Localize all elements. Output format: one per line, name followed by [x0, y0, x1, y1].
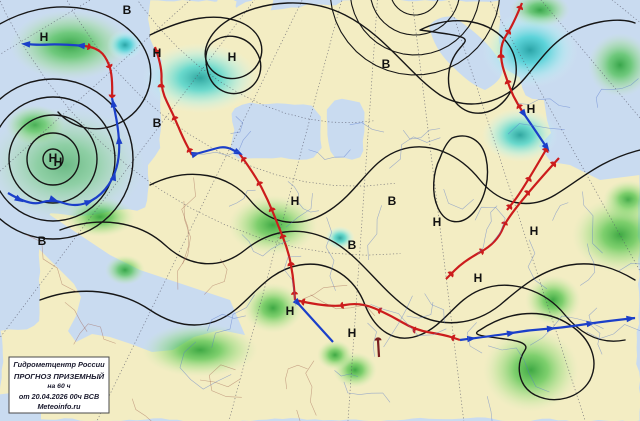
svg-text:B: B	[123, 3, 132, 17]
svg-text:H: H	[474, 271, 483, 285]
svg-text:B: B	[153, 116, 162, 130]
svg-text:H: H	[286, 304, 295, 318]
svg-text:Meteoinfo.ru: Meteoinfo.ru	[37, 402, 81, 411]
svg-text:H: H	[291, 194, 300, 208]
svg-text:B: B	[348, 238, 357, 252]
svg-text:ПРОГНОЗ ПРИЗЕМНЫЙ: ПРОГНОЗ ПРИЗЕМНЫЙ	[14, 372, 105, 381]
svg-text:от 20.04.2026 00ч ВСВ: от 20.04.2026 00ч ВСВ	[19, 392, 99, 401]
svg-text:на 60 ч: на 60 ч	[47, 383, 70, 390]
svg-text:B: B	[388, 194, 397, 208]
svg-text:H: H	[433, 215, 442, 229]
svg-text:H: H	[348, 326, 357, 340]
svg-text:H: H	[228, 50, 237, 64]
svg-text:H: H	[49, 151, 58, 165]
svg-text:B: B	[382, 57, 391, 71]
svg-text:Гидрометцентр России: Гидрометцентр России	[13, 360, 105, 369]
svg-text:B: B	[38, 234, 47, 248]
svg-text:H: H	[40, 30, 49, 44]
svg-text:H: H	[530, 224, 539, 238]
svg-text:H: H	[527, 102, 536, 116]
svg-text:H: H	[153, 46, 162, 60]
